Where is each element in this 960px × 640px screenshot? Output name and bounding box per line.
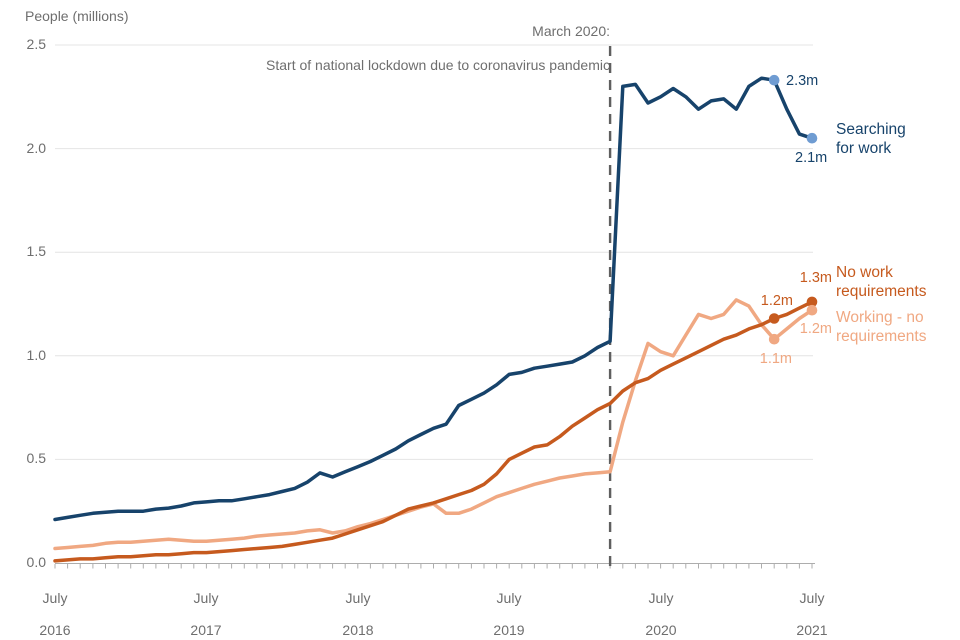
series-label-no-work-requirements: No work requirements [836, 264, 927, 300]
x-label-month: July [648, 590, 674, 606]
x-label-month: July [42, 590, 68, 606]
value-label-working-april: 1.1m [759, 351, 792, 367]
x-label-month: July [799, 590, 825, 606]
series-line-working-no-requirements [53, 298, 814, 551]
data-point-marker-no-work-requirements-1.3m [806, 296, 818, 308]
x-label-month: July [496, 590, 522, 606]
value-label-no-work-april: 1.2m [760, 293, 793, 309]
x-axis-label-july-2016: July 2016 [20, 574, 90, 640]
x-axis-label-july-2019: July 2019 [474, 574, 544, 640]
lockdown-annotation-line2: Start of national lockdown due to corona… [266, 57, 610, 73]
y-axis-tick-label: 2.5 [26, 36, 46, 52]
lockdown-annotation: March 2020: Start of national lockdown d… [200, 6, 610, 91]
value-label-no-work-end: 1.3m [799, 270, 832, 286]
x-label-year: 2018 [342, 622, 374, 638]
y-axis-title: People (millions) [25, 8, 129, 24]
y-axis-tick-label: 1.0 [26, 347, 46, 363]
x-label-month: July [345, 590, 371, 606]
x-label-year: 2021 [796, 622, 828, 638]
value-label-searching-end: 2.1m [795, 150, 828, 166]
x-axis-label-july-2018: July 2018 [323, 574, 393, 640]
data-point-marker-searching-for-work-2.1m [806, 132, 818, 144]
x-label-year: 2017 [190, 622, 222, 638]
x-label-year: 2019 [493, 622, 525, 638]
y-axis-tick-label: 1.5 [26, 243, 46, 259]
series-line-searching-for-work [53, 76, 814, 522]
x-label-year: 2020 [645, 622, 677, 638]
value-label-working-end: 1.2m [799, 321, 832, 337]
x-axis-label-july-2020: July 2020 [626, 574, 696, 640]
y-axis-tick-label: 0.0 [26, 554, 46, 570]
y-axis-tick-label: 2.0 [26, 140, 46, 156]
series-label-searching-for-work: Searching for work [836, 121, 906, 157]
data-point-marker-searching-for-work-2.3m [768, 74, 780, 86]
series-line-no-work-requirements [53, 300, 814, 563]
data-point-marker-working-no-requirements-1.1m [768, 333, 780, 345]
x-label-month: July [193, 590, 219, 606]
y-axis-tick-label: 0.5 [26, 450, 46, 466]
data-point-marker-working-no-requirements-1.2m [806, 304, 818, 316]
x-label-year: 2016 [39, 622, 71, 638]
series-label-working-no-requirements: Working - no requirements [836, 309, 927, 345]
x-axis-label-july-2017: July 2017 [171, 574, 241, 640]
x-axis-label-july-2021: July 2021 (p) [777, 574, 847, 640]
value-label-searching-peak: 2.3m [786, 73, 819, 89]
lockdown-annotation-line1: March 2020: [532, 23, 610, 39]
data-point-marker-no-work-requirements-1.2m [768, 313, 780, 324]
